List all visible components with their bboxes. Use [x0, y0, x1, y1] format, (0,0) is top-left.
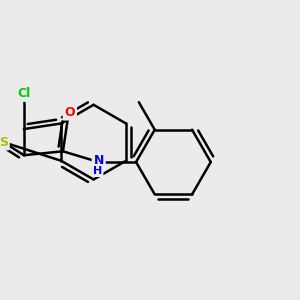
Text: Cl: Cl [17, 87, 31, 100]
Text: S: S [0, 136, 8, 148]
Text: H: H [93, 166, 102, 176]
Text: N: N [94, 154, 104, 166]
Text: O: O [64, 106, 75, 119]
